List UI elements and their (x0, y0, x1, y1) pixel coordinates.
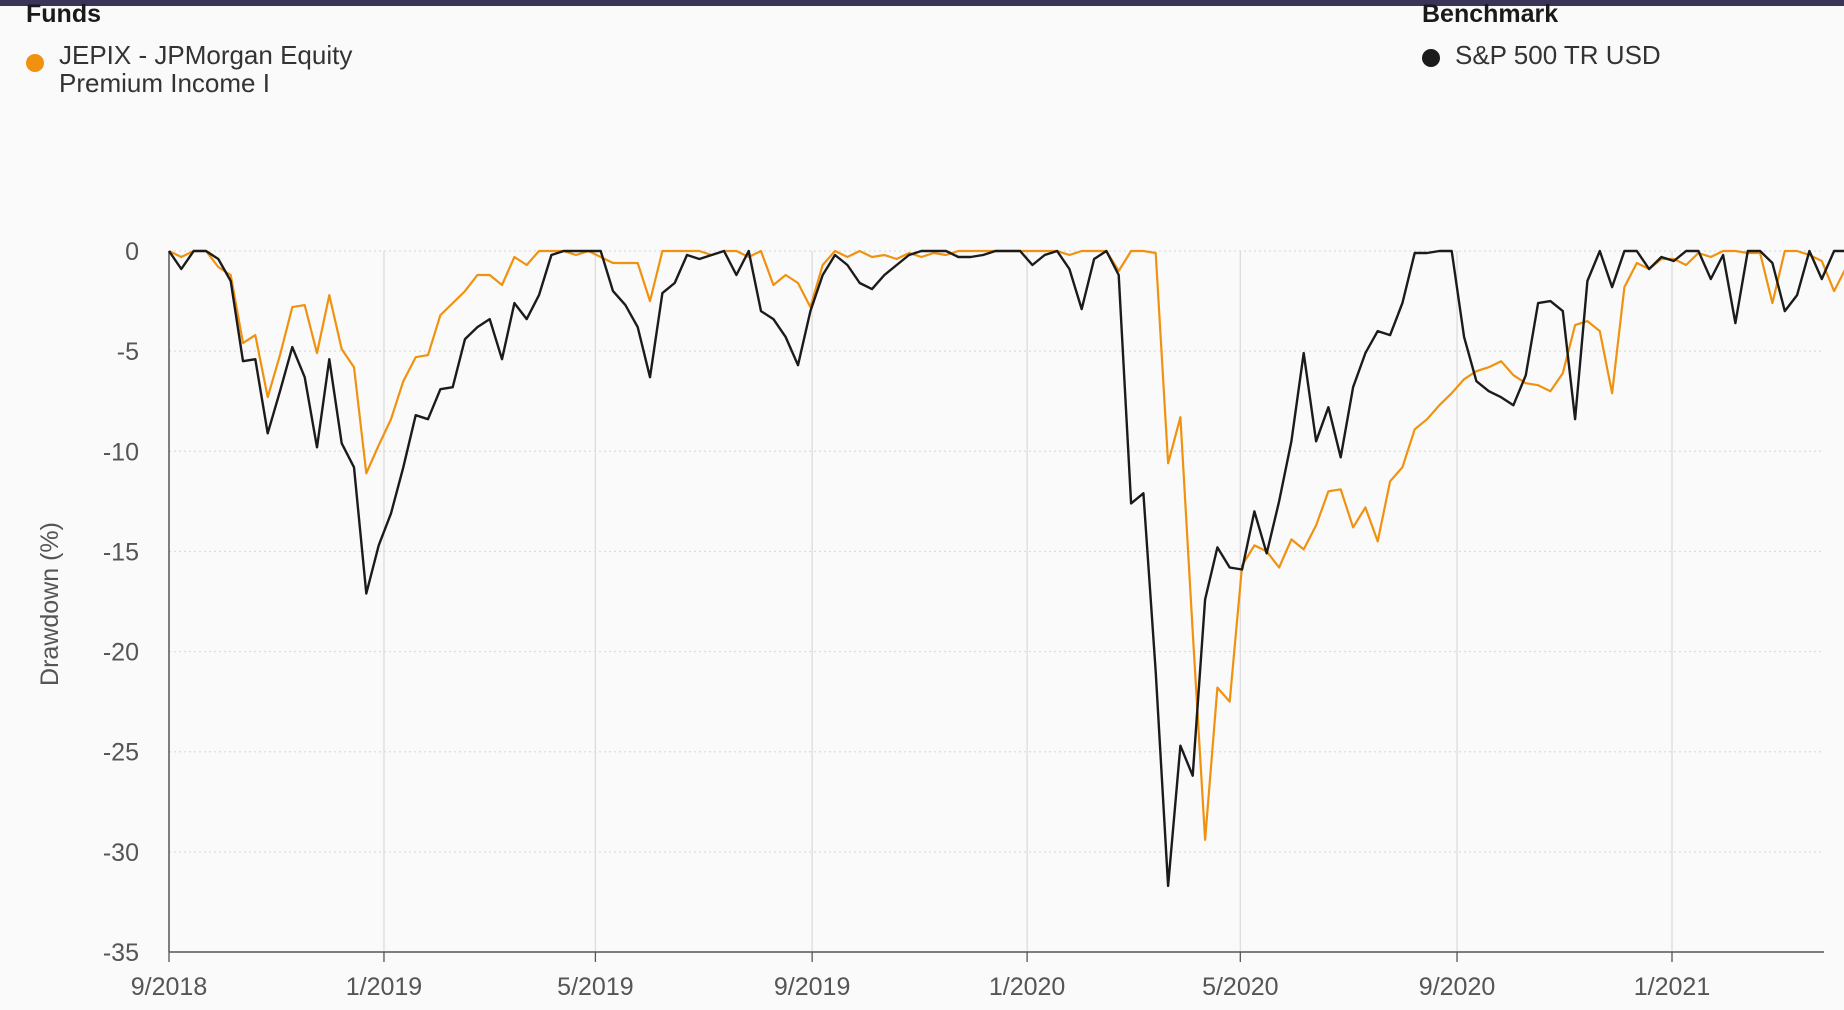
y-tick-label: -30 (103, 839, 139, 867)
benchmark-legend-dot (1422, 49, 1440, 67)
y-tick-label: 0 (125, 238, 139, 266)
x-tick-label: 1/2019 (346, 973, 422, 1001)
fund-legend-dot (26, 54, 44, 72)
x-tick-label: 9/2018 (131, 973, 207, 1001)
y-tick-label: -20 (103, 639, 139, 667)
y-tick-label: -25 (103, 739, 139, 767)
benchmark-legend-heading: Benchmark (1422, 0, 1559, 28)
x-tick-label: 5/2020 (1202, 973, 1278, 1001)
benchmark-legend: Benchmark S&P 500 TR USD (1422, 2, 1822, 71)
benchmark-legend-entry[interactable]: S&P 500 TR USD (1422, 41, 1822, 71)
funds-legend: Funds JEPIX - JPMorgan Equity Premium In… (26, 2, 546, 101)
fund-legend-entry[interactable]: JEPIX - JPMorgan Equity Premium Income I (26, 41, 546, 101)
top-accent-bar (0, 0, 1844, 6)
series-layer (168, 249, 1844, 888)
y-tick-label: -15 (103, 538, 139, 566)
x-tick-label: 1/2021 (1634, 973, 1710, 1001)
fund-legend-label: JEPIX - JPMorgan Equity Premium Income I (59, 40, 353, 98)
grid-layer (169, 250, 1824, 952)
benchmark-legend-label: S&P 500 TR USD (1455, 40, 1661, 70)
funds-legend-heading: Funds (26, 0, 101, 28)
y-axis-label: Drawdown (%) (36, 522, 64, 686)
x-tick-label: 9/2019 (774, 973, 850, 1001)
benchmark-series-line[interactable] (168, 249, 1844, 888)
y-tick-label: -10 (103, 438, 139, 466)
x-tick-label: 1/2020 (989, 973, 1065, 1001)
y-tick-label: -35 (103, 939, 139, 967)
fund-series-line[interactable] (168, 249, 1844, 841)
x-tick-label: 9/2020 (1419, 973, 1495, 1001)
axis-layer: 0 -5 -10 -15 -20 -25 -30 -35 9/2018 1/2019 5/2019 9… (103, 238, 1824, 1001)
x-tick-label: 5/2019 (557, 973, 633, 1001)
y-tick-label: -5 (117, 338, 139, 366)
